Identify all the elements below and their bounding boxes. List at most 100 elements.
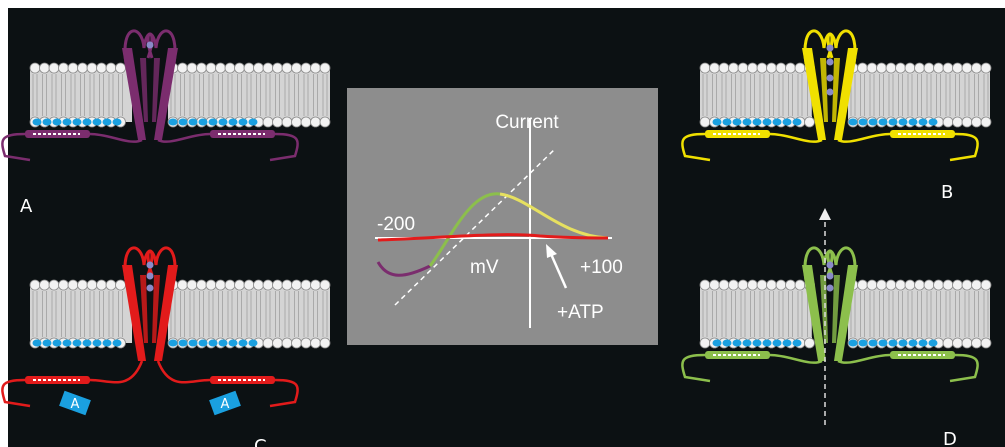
pip2 [93,119,102,126]
lipid-head [981,280,991,290]
y-label: Current [495,112,559,133]
lipid-head [934,280,944,290]
lipid-head [311,338,321,348]
pip2 [783,119,792,126]
pip2 [209,340,218,347]
lipid-head [795,280,805,290]
pip2 [783,340,792,347]
pip2 [53,340,62,347]
pip2 [743,119,752,126]
lipid-head [282,338,292,348]
lipid-head [953,117,963,127]
lipid-head [282,63,292,73]
lipid-head [254,280,264,290]
lipid-head [320,117,330,127]
lipid-head [187,63,197,73]
pip2 [83,340,92,347]
pip2 [169,119,178,126]
lipid-head [273,117,283,127]
ion [827,285,834,292]
pip2 [73,119,82,126]
lipid-head [896,280,906,290]
lipid-head [216,63,226,73]
lipid-head [934,63,944,73]
lipid-head [710,63,720,73]
lipid-head [40,63,50,73]
pip2 [73,340,82,347]
pip2 [219,340,228,347]
lipid-head [40,280,50,290]
pip2 [239,119,248,126]
lipid-head [972,63,982,73]
ion [147,262,154,269]
pip2 [113,119,122,126]
lipid-head [877,63,887,73]
lipid-head [116,280,126,290]
lipid-head [78,280,88,290]
lipid-head [719,63,729,73]
lipid-head [729,63,739,73]
lipid-head [263,117,273,127]
lipid-head [235,280,245,290]
lipid-head [858,63,868,73]
lipid-head [962,280,972,290]
lipid-head [738,63,748,73]
pip2 [249,340,258,347]
lipid-head [320,338,330,348]
ion [827,75,834,82]
lipid-head [292,338,302,348]
lipid-head [886,280,896,290]
lipid-head [896,63,906,73]
pip2 [859,119,868,126]
lipid-head [962,117,972,127]
lipid-head [320,63,330,73]
pip2 [209,119,218,126]
panel-label: C [254,436,267,447]
lipid-head [282,117,292,127]
ion [827,59,834,66]
pip2 [33,340,42,347]
pip2 [53,119,62,126]
lipid-head [178,280,188,290]
lipid-head [254,63,264,73]
pip2 [743,340,752,347]
lipid-head [292,280,302,290]
lipid-head [981,63,991,73]
pip2 [63,119,72,126]
lipid-head [292,63,302,73]
lipid-head [748,280,758,290]
pip2 [249,119,258,126]
lipid-head [719,280,729,290]
lipid-head [197,280,207,290]
pip2 [179,119,188,126]
pip2 [919,340,928,347]
lipid-head [877,280,887,290]
pip2 [773,340,782,347]
graph: Current -200 mV +100 +ATP [347,88,658,345]
lipid-head [915,63,925,73]
lipid-head [710,280,720,290]
lipid-head [767,63,777,73]
pip2 [899,119,908,126]
lipid-head [263,280,273,290]
lipid-head [225,280,235,290]
pip2 [43,119,52,126]
lipid-head [197,63,207,73]
lipid-head [301,63,311,73]
figure: AA Current -200 mV +100 +ATP A B C D [0,0,1005,447]
pip2 [63,340,72,347]
membrane [30,285,132,343]
lipid-head [87,63,97,73]
pip2 [763,340,772,347]
lipid-head [68,280,78,290]
pip2 [929,340,938,347]
lipid-head [187,280,197,290]
lipid-head [867,63,877,73]
lipid-head [700,280,710,290]
lipid-head [953,63,963,73]
lipid-head [59,280,69,290]
pip2 [43,340,52,347]
pip2 [929,119,938,126]
ion [147,273,154,280]
x-max-label: +100 [580,257,623,278]
